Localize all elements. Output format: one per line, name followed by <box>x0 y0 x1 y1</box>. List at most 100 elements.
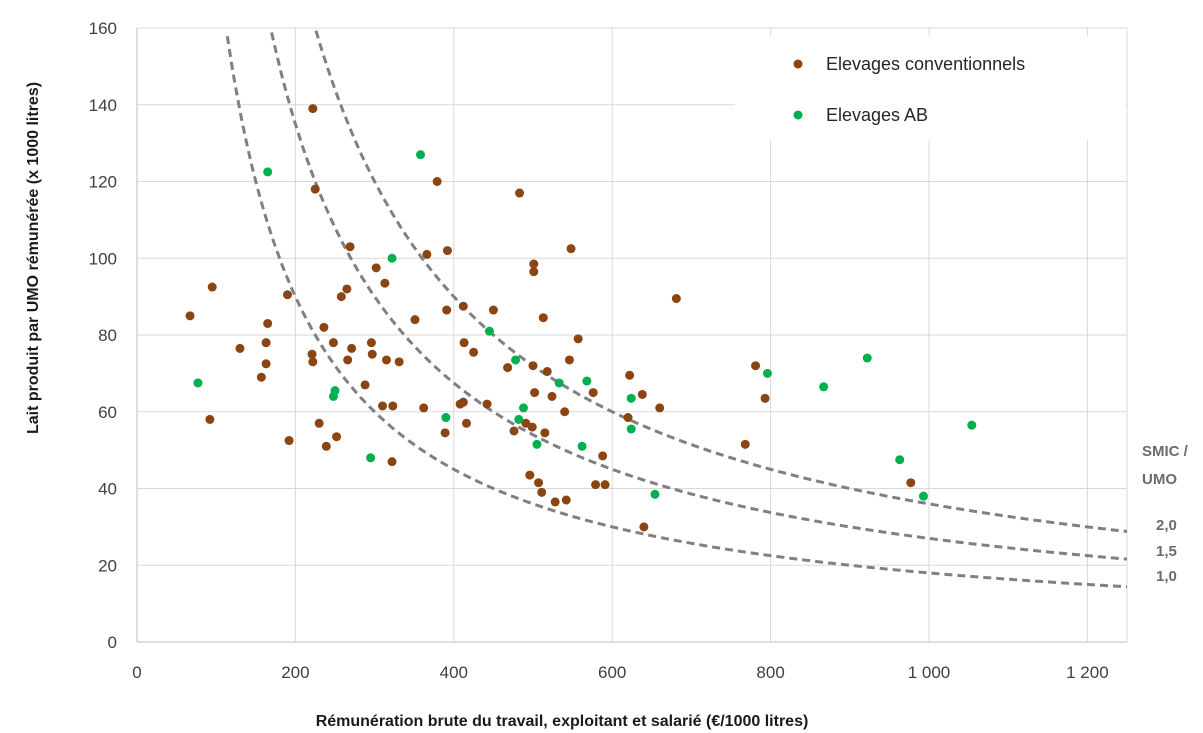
point-ab <box>918 491 928 501</box>
y-tick-label: 40 <box>98 480 117 499</box>
point-conventionnel <box>345 242 355 252</box>
point-conventionnel <box>550 497 560 507</box>
point-conventionnel <box>381 355 391 365</box>
point-conventionnel <box>284 436 294 446</box>
smic-curve <box>225 35 1127 589</box>
curves-title-line1: SMIC / <box>1142 443 1189 460</box>
point-conventionnel <box>207 282 217 292</box>
point-conventionnel <box>347 343 357 353</box>
point-conventionnel <box>469 347 479 357</box>
point-ab <box>387 253 397 263</box>
point-conventionnel <box>343 355 353 365</box>
point-conventionnel <box>263 318 273 328</box>
smic-curve <box>270 32 1128 561</box>
point-ab <box>518 403 528 413</box>
point-conventionnel <box>308 104 318 114</box>
tick-labels: 0 20 40 60 80 100 120 140 160 0 200 400 600 800 1 000 1… <box>89 19 1109 682</box>
point-conventionnel <box>388 401 398 411</box>
y-tick-label: 0 <box>108 633 117 652</box>
data-points <box>185 104 977 532</box>
point-conventionnel <box>573 334 583 344</box>
point-conventionnel <box>488 305 498 315</box>
point-conventionnel <box>336 292 346 302</box>
y-tick-label: 80 <box>98 326 117 345</box>
point-ab <box>514 414 524 424</box>
point-conventionnel <box>314 418 324 428</box>
point-conventionnel <box>310 184 320 194</box>
point-ab <box>577 441 587 451</box>
point-ab <box>193 378 203 388</box>
x-tick-label: 1 000 <box>908 663 951 682</box>
point-conventionnel <box>588 388 598 398</box>
y-tick-label: 160 <box>89 19 117 38</box>
point-conventionnel <box>442 305 452 315</box>
point-conventionnel <box>308 357 318 367</box>
point-conventionnel <box>442 246 452 256</box>
point-ab <box>511 355 521 365</box>
point-conventionnel <box>655 403 665 413</box>
y-tick-label: 100 <box>89 249 117 268</box>
curve-labels: SMIC / UMO 2,0 1,5 1,0 <box>1142 443 1189 585</box>
point-conventionnel <box>321 441 331 451</box>
point-conventionnel <box>332 432 342 442</box>
point-ab <box>330 386 340 396</box>
legend-marker <box>793 110 803 120</box>
point-conventionnel <box>410 315 420 325</box>
point-conventionnel <box>360 380 370 390</box>
smic-curve <box>314 30 1128 533</box>
y-tick-label: 20 <box>98 556 117 575</box>
point-conventionnel <box>256 372 266 382</box>
point-conventionnel <box>458 397 468 407</box>
point-conventionnel <box>378 401 388 411</box>
point-ab <box>626 424 636 434</box>
point-conventionnel <box>639 522 649 532</box>
curve-label: 1,0 <box>1156 568 1177 585</box>
point-conventionnel <box>538 313 548 323</box>
point-conventionnel <box>482 399 492 409</box>
point-conventionnel <box>459 338 469 348</box>
point-ab <box>366 453 376 463</box>
point-conventionnel <box>906 478 916 488</box>
point-ab <box>532 439 542 449</box>
point-conventionnel <box>205 414 215 424</box>
x-tick-label: 200 <box>281 663 309 682</box>
y-axis-title: Lait produit par UMO rémunérée (x 1000 l… <box>25 82 42 434</box>
point-conventionnel <box>328 338 338 348</box>
point-conventionnel <box>367 349 377 359</box>
curve-label: 1,5 <box>1156 543 1177 560</box>
curve-label: 2,0 <box>1156 517 1177 534</box>
point-conventionnel <box>534 478 544 488</box>
point-conventionnel <box>261 359 271 369</box>
legend-box <box>735 36 1125 140</box>
point-ab <box>263 167 273 177</box>
point-ab <box>441 413 451 423</box>
point-conventionnel <box>342 284 352 294</box>
point-conventionnel <box>566 244 576 254</box>
point-conventionnel <box>387 457 397 467</box>
point-conventionnel <box>503 363 513 373</box>
point-conventionnel <box>419 403 429 413</box>
point-conventionnel <box>319 322 329 332</box>
point-conventionnel <box>440 428 450 438</box>
point-conventionnel <box>623 413 633 423</box>
point-ab <box>416 150 426 160</box>
y-tick-label: 120 <box>89 173 117 192</box>
point-conventionnel <box>394 357 404 367</box>
point-conventionnel <box>591 480 601 490</box>
point-ab <box>862 353 872 363</box>
x-tick-label: 400 <box>440 663 468 682</box>
point-conventionnel <box>637 389 647 399</box>
point-conventionnel <box>600 480 610 490</box>
point-conventionnel <box>525 470 535 480</box>
x-tick-label: 1 200 <box>1066 663 1109 682</box>
point-ab <box>762 368 772 378</box>
point-conventionnel <box>371 263 381 273</box>
point-conventionnel <box>261 338 271 348</box>
y-tick-label: 60 <box>98 403 117 422</box>
point-conventionnel <box>560 407 570 417</box>
point-conventionnel <box>185 311 195 321</box>
point-conventionnel <box>751 361 761 371</box>
x-tick-label: 800 <box>756 663 784 682</box>
point-conventionnel <box>529 267 539 277</box>
point-ab <box>626 393 636 403</box>
